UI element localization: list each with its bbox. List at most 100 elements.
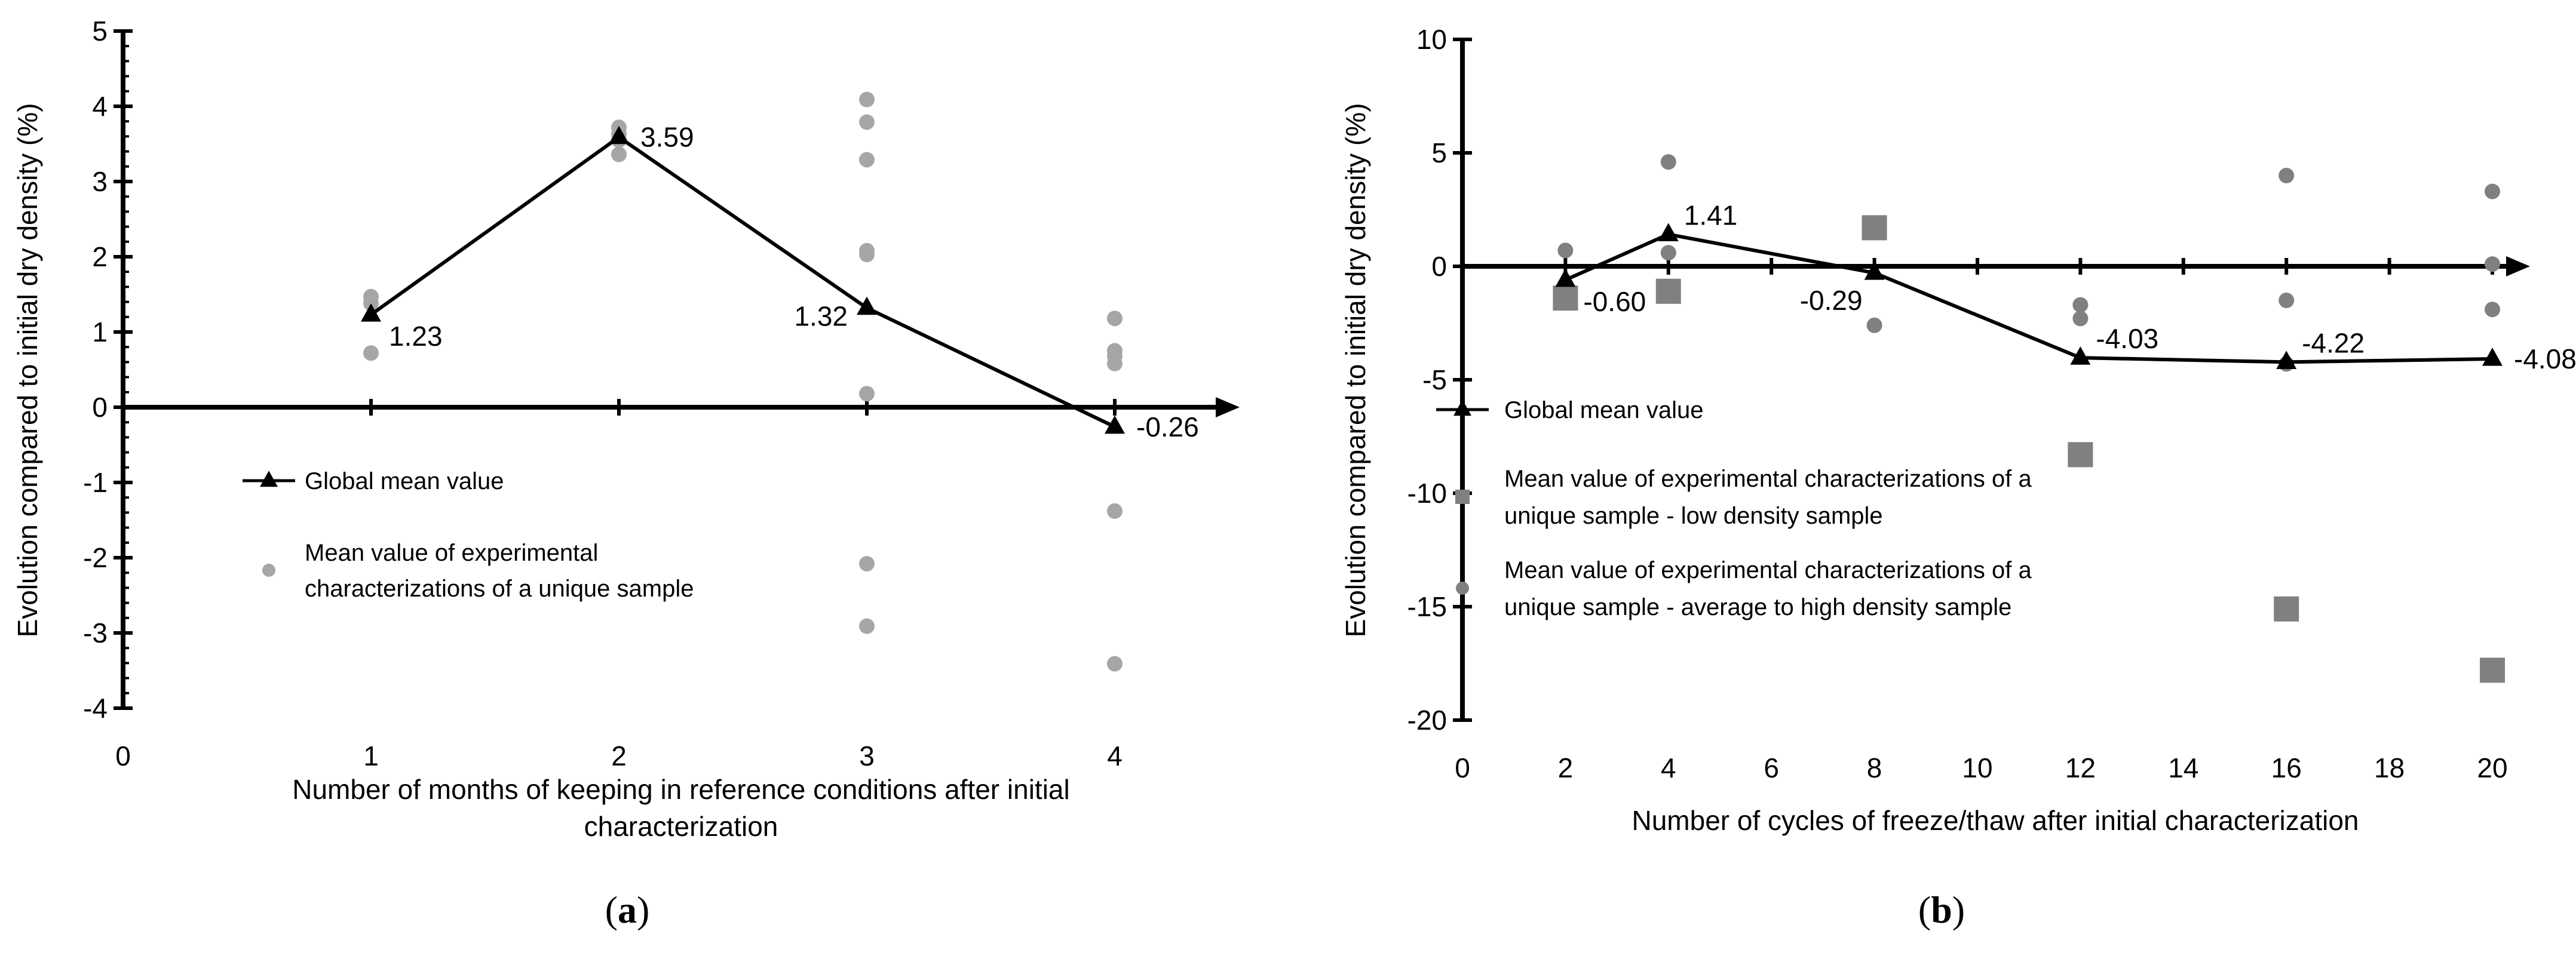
- legend-square-swatch: [1455, 490, 1470, 504]
- legend-label: unique sample - low density sample: [1504, 503, 1883, 529]
- triangle-marker: [857, 296, 877, 315]
- scatter-point: [1660, 245, 1676, 261]
- panel-paren: ): [637, 889, 649, 931]
- square-point: [1553, 285, 1578, 311]
- triangle-marker: [1658, 223, 1679, 242]
- x-tick-label: 18: [2374, 752, 2405, 783]
- scatter-point: [859, 114, 875, 130]
- legend-label: Mean value of experimental characterizat…: [1504, 557, 2032, 583]
- scatter-point: [859, 618, 875, 634]
- x-axis-arrow: [2506, 256, 2530, 276]
- square-point: [2274, 596, 2299, 622]
- x-tick-label: 3: [859, 740, 875, 771]
- x-axis-title: Number of cycles of freeze/thaw after in…: [1632, 805, 2359, 836]
- scatter-point: [859, 91, 875, 107]
- panel-letter: b: [1931, 889, 1952, 931]
- triangle-marker: [361, 303, 381, 322]
- y-tick-label: 5: [92, 16, 108, 47]
- data-label: -4.22: [2302, 327, 2365, 358]
- y-tick-label: -15: [1407, 591, 1447, 622]
- panel-paren: (: [1918, 889, 1931, 931]
- triangle-marker: [1555, 268, 1576, 287]
- x-tick-label: 0: [1455, 752, 1470, 783]
- scatter-point: [859, 247, 875, 263]
- data-label: 1.41: [1684, 199, 1738, 230]
- x-tick-label: 16: [2271, 752, 2302, 783]
- x-tick-label: 8: [1867, 752, 1882, 783]
- data-label: -0.29: [1800, 285, 1863, 316]
- scatter-point: [2072, 297, 2089, 313]
- y-tick-label: -20: [1407, 705, 1447, 736]
- panel-paren: ): [1952, 889, 1965, 931]
- y-tick-label: -2: [83, 542, 108, 573]
- panel-letter: a: [618, 889, 637, 931]
- y-tick-label: 0: [92, 392, 108, 423]
- scatter-point: [363, 345, 379, 361]
- scatter-point: [1107, 656, 1123, 672]
- legend-dot-swatch: [1456, 582, 1469, 595]
- scatter-point: [2278, 168, 2295, 183]
- x-tick-label: 4: [1107, 740, 1123, 771]
- x-tick-label: 1: [363, 740, 379, 771]
- x-tick-label: 12: [2065, 752, 2096, 783]
- x-tick-label: 2: [611, 740, 627, 771]
- triangle-marker: [2070, 346, 2091, 365]
- triangle-marker: [2482, 348, 2503, 366]
- data-label: 3.59: [640, 122, 694, 153]
- scatter-point: [611, 146, 627, 162]
- y-tick-label: -1: [83, 467, 108, 498]
- scatter-point: [2485, 183, 2500, 199]
- scatter-point: [2485, 256, 2500, 272]
- scatter-point: [2072, 311, 2089, 327]
- x-axis-title: characterization: [584, 811, 778, 842]
- data-label: -0.26: [1136, 411, 1199, 442]
- y-tick-label: 2: [92, 241, 108, 272]
- x-tick-label: 10: [1962, 752, 1992, 783]
- scatter-point: [1660, 154, 1676, 170]
- legend-label: Mean value of experimental characterizat…: [1504, 466, 2032, 492]
- data-label: 1.23: [389, 321, 443, 352]
- x-tick-label: 14: [2168, 752, 2198, 783]
- data-label: -4.08: [2514, 343, 2576, 374]
- legend-triangle-swatch: [1453, 399, 1471, 416]
- x-tick-label: 2: [1558, 752, 1574, 783]
- x-tick-label: 6: [1764, 752, 1779, 783]
- y-axis-title: Evolution compared to initial dry densit…: [1340, 103, 1371, 638]
- panel-caption: (a): [605, 889, 650, 931]
- y-tick-label: -3: [83, 617, 108, 648]
- y-tick-label: 3: [92, 166, 108, 197]
- y-tick-label: 5: [1431, 137, 1447, 168]
- scatter-point: [859, 556, 875, 572]
- legend-label: unique sample - average to high density …: [1504, 594, 2011, 620]
- x-tick-label: 4: [1661, 752, 1676, 783]
- legend-label: Global mean value: [305, 468, 504, 494]
- x-tick-label: 20: [2477, 752, 2507, 783]
- legend-dot-swatch: [262, 564, 275, 577]
- square-point: [1862, 215, 1887, 241]
- square-point: [2068, 442, 2093, 468]
- triangle-marker: [1864, 262, 1885, 280]
- triangle-marker: [2276, 351, 2297, 369]
- scatter-point: [1557, 242, 1574, 259]
- data-label: -4.03: [2096, 323, 2158, 354]
- scatter-point: [859, 386, 875, 402]
- triangle-marker: [1105, 415, 1125, 434]
- series-line: [1565, 232, 2493, 364]
- legend-label: Global mean value: [1504, 397, 1704, 423]
- x-axis-arrow: [1216, 397, 1240, 417]
- x-axis-title: Number of months of keeping in reference…: [292, 774, 1069, 805]
- square-point: [1655, 278, 1681, 304]
- scatter-point: [2485, 302, 2500, 318]
- series-line: [370, 134, 1116, 429]
- square-point: [2480, 657, 2505, 683]
- y-tick-label: 10: [1416, 24, 1447, 55]
- y-tick-label: -4: [83, 693, 108, 724]
- panel-caption: (b): [1918, 889, 1965, 931]
- scatter-point: [1866, 317, 1882, 333]
- y-tick-label: -10: [1407, 478, 1447, 509]
- x-tick-label: 0: [115, 740, 131, 771]
- scatter-point: [859, 152, 875, 168]
- y-tick-label: 4: [92, 91, 108, 122]
